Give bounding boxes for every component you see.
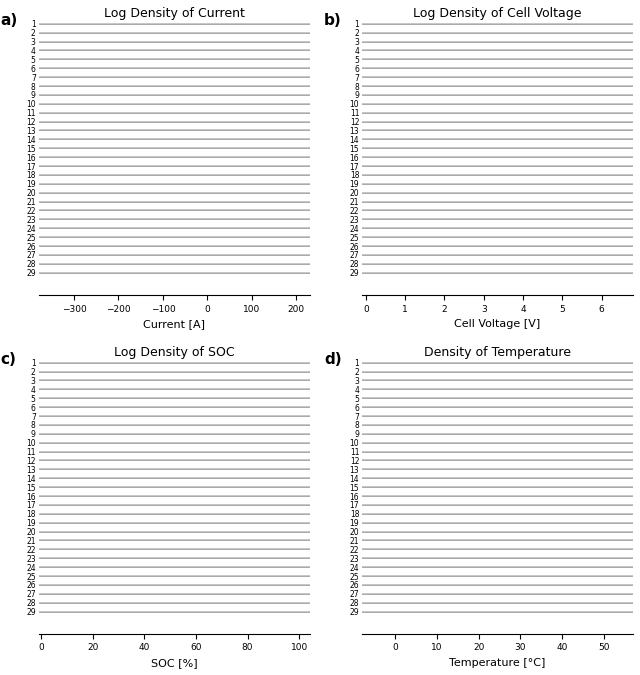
Text: d): d) xyxy=(324,352,342,367)
Title: Log Density of SOC: Log Density of SOC xyxy=(114,346,234,359)
X-axis label: Cell Voltage [V]: Cell Voltage [V] xyxy=(454,319,541,329)
X-axis label: Temperature [°C]: Temperature [°C] xyxy=(449,658,546,668)
Text: a): a) xyxy=(1,13,18,28)
X-axis label: Current [A]: Current [A] xyxy=(143,319,205,329)
Title: Density of Temperature: Density of Temperature xyxy=(424,346,571,359)
Title: Log Density of Current: Log Density of Current xyxy=(104,7,244,20)
Title: Log Density of Cell Voltage: Log Density of Cell Voltage xyxy=(413,7,582,20)
Text: c): c) xyxy=(1,352,17,367)
Text: b): b) xyxy=(324,13,342,28)
X-axis label: SOC [%]: SOC [%] xyxy=(151,658,197,668)
